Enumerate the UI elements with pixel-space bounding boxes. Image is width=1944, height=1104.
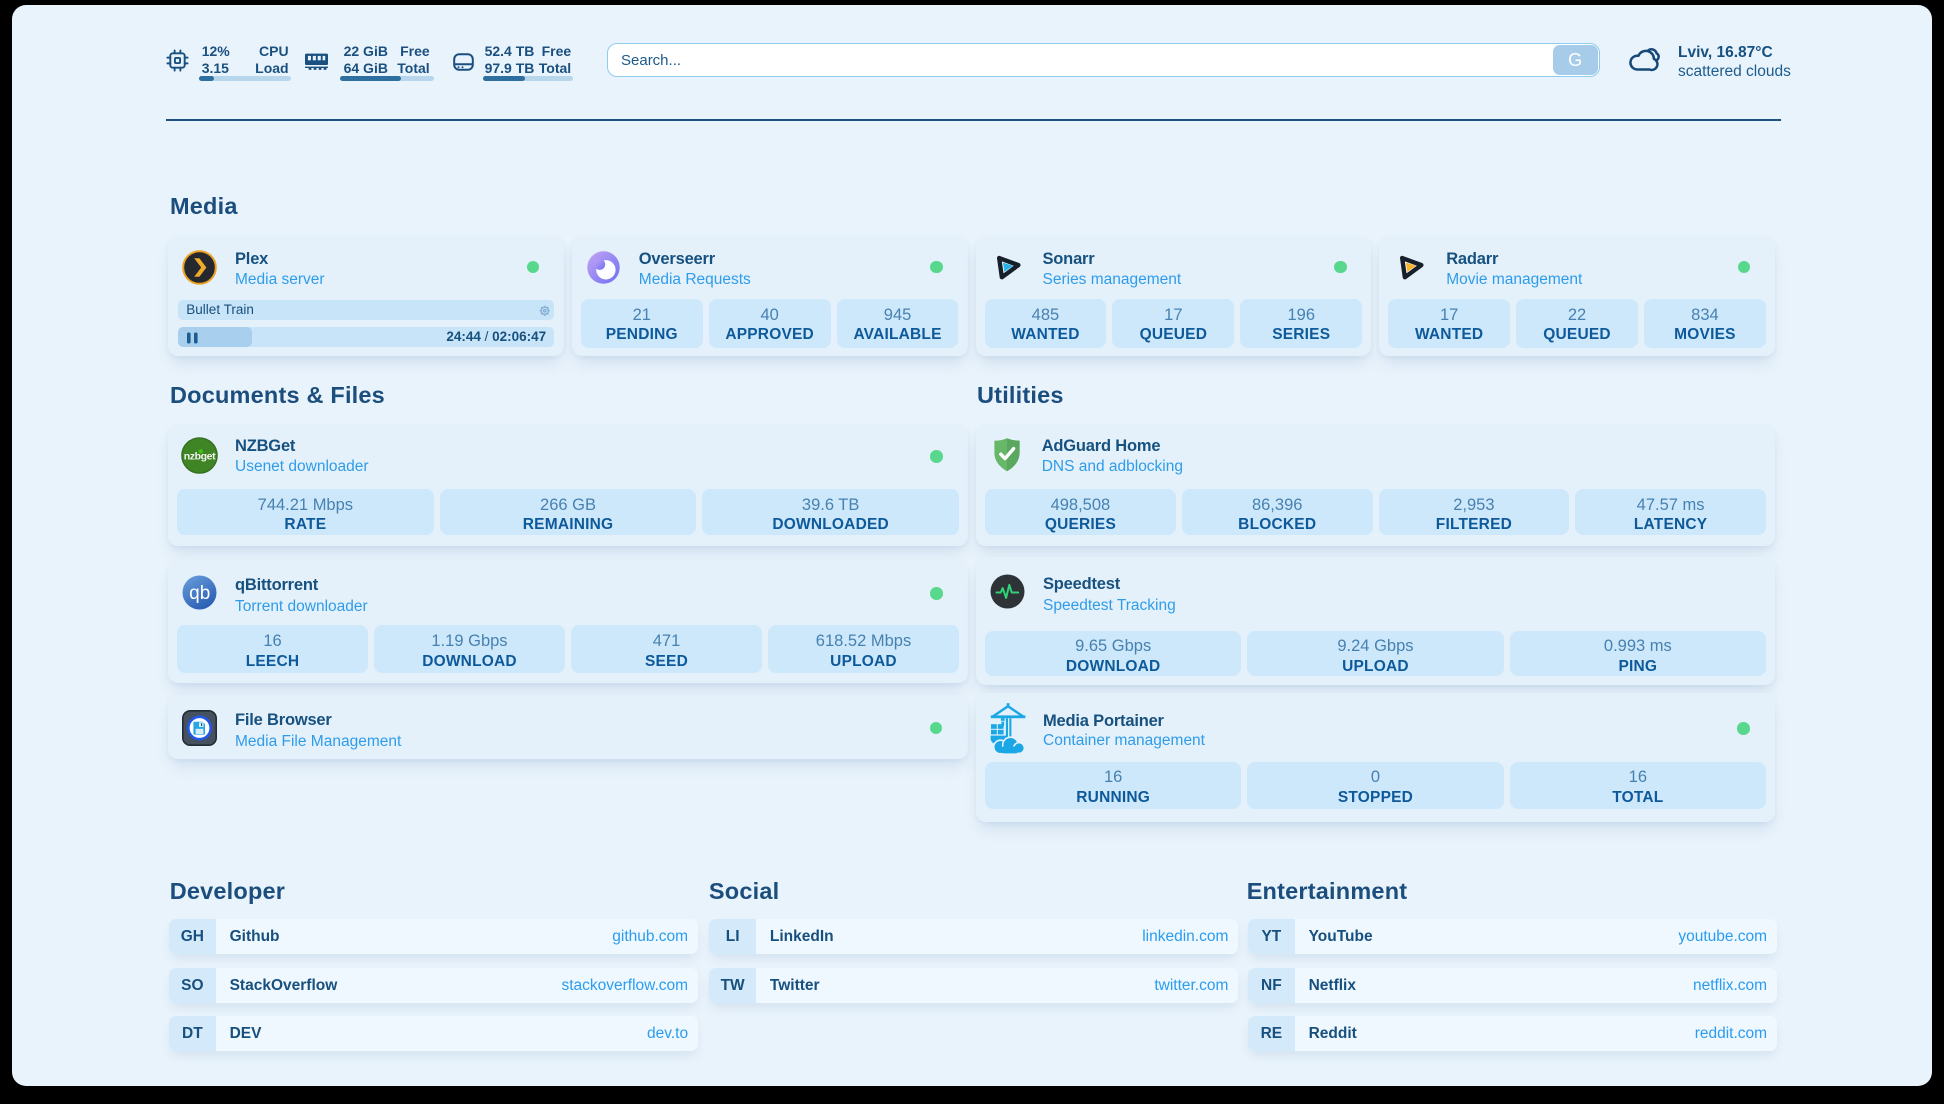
svg-text:nzbget: nzbget	[183, 451, 215, 463]
svg-text:qb: qb	[189, 584, 210, 605]
